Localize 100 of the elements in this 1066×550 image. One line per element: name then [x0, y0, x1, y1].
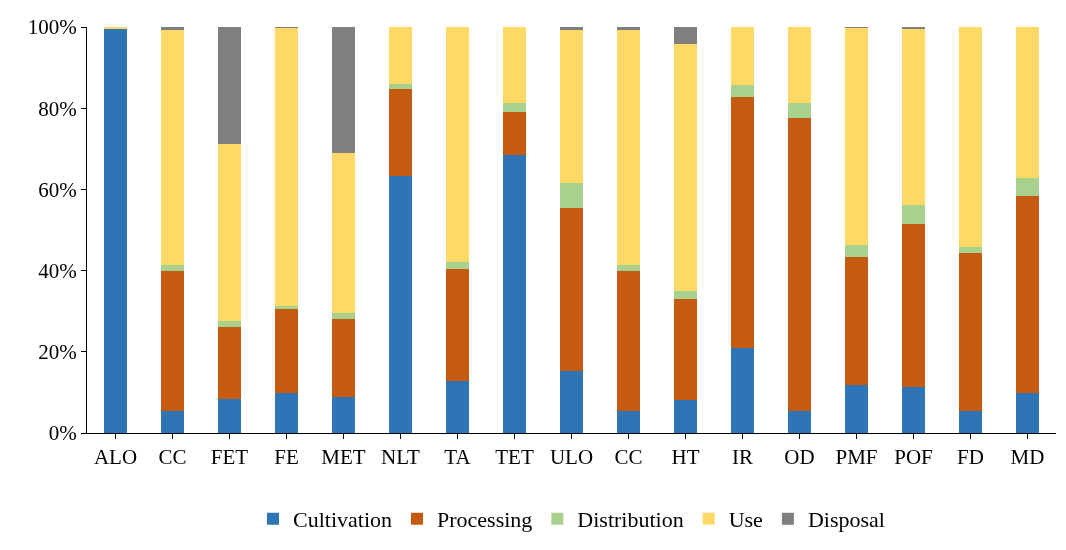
bar [161, 27, 184, 30]
x-tick-label: POF [894, 445, 933, 470]
legend-label: Cultivation [293, 507, 392, 533]
bar [1016, 196, 1039, 393]
bar [617, 29, 640, 265]
bar [617, 27, 640, 30]
bar [845, 256, 868, 386]
bar [332, 318, 355, 397]
y-tick-label: 100% [27, 15, 77, 40]
bar [332, 27, 355, 154]
bar [731, 347, 754, 433]
y-tick-label: 60% [38, 177, 77, 202]
bar [218, 321, 241, 328]
legend-label: Distribution [577, 507, 684, 533]
bar [218, 398, 241, 433]
bar [674, 299, 697, 400]
bar [503, 102, 526, 113]
bar [788, 103, 811, 118]
bar [161, 264, 184, 271]
bar [275, 27, 298, 306]
y-tick-label: 0% [48, 421, 77, 446]
bar [446, 261, 469, 269]
bar [788, 117, 811, 412]
bar [389, 83, 412, 89]
bar [560, 182, 583, 209]
bar [902, 387, 925, 433]
bar [104, 27, 127, 30]
bar [503, 155, 526, 433]
bar [845, 27, 868, 246]
bar [161, 29, 184, 265]
bar [1016, 27, 1039, 178]
bar [161, 411, 184, 433]
bar [617, 264, 640, 271]
bar [1016, 392, 1039, 433]
bar [446, 268, 469, 382]
legend-label: Processing [437, 507, 533, 533]
legend-label: Disposal [807, 507, 885, 533]
bar [389, 27, 412, 84]
x-tick-label: MET [321, 445, 366, 470]
y-tick-label: 20% [38, 340, 77, 365]
bar [617, 270, 640, 412]
bar [902, 29, 925, 206]
bar [731, 27, 754, 85]
bar [959, 27, 982, 248]
bar [560, 371, 583, 433]
bar [788, 27, 811, 104]
bar [389, 88, 412, 176]
bar [674, 399, 697, 433]
x-tick-label: OD [784, 445, 815, 470]
bar [560, 27, 583, 30]
x-tick-label: FE [274, 445, 299, 470]
x-tick-label: CC [158, 445, 187, 470]
bar [332, 153, 355, 313]
x-tick-label: ALO [93, 445, 138, 470]
x-tick-label: IR [732, 445, 753, 470]
bar [389, 175, 412, 433]
bar [503, 112, 526, 156]
bar [674, 43, 697, 292]
x-tick-label: NLT [381, 445, 421, 470]
x-tick-label: ULO [549, 445, 594, 470]
bar [104, 29, 127, 433]
x-tick-label: CC [614, 445, 643, 470]
bar [959, 253, 982, 412]
bar [959, 247, 982, 254]
legend-label: Use [728, 507, 763, 533]
bar [218, 144, 241, 322]
bar [503, 27, 526, 103]
bar [560, 29, 583, 183]
bar [902, 223, 925, 388]
bar [560, 208, 583, 372]
bar [674, 27, 697, 44]
y-tick-label: 40% [38, 258, 77, 283]
bar [332, 312, 355, 319]
bar [332, 396, 355, 433]
bar [446, 27, 469, 262]
x-tick-label: FET [210, 445, 249, 470]
bar [902, 27, 925, 30]
bar [275, 305, 298, 309]
bar [1016, 177, 1039, 197]
bar [845, 245, 868, 257]
bar [218, 327, 241, 399]
x-tick-label: HT [671, 445, 700, 470]
x-tick-label: TET [495, 445, 534, 470]
x-tick-label: MD [1010, 445, 1045, 470]
y-tick-label: 80% [38, 96, 77, 121]
bar [845, 385, 868, 433]
bar [218, 27, 241, 145]
x-tick-label: TA [444, 445, 472, 470]
bar [959, 411, 982, 433]
bar [902, 205, 925, 224]
bar [275, 392, 298, 433]
bar [731, 84, 754, 98]
bar [275, 308, 298, 393]
bar [617, 411, 640, 433]
bar [446, 381, 469, 433]
bar [788, 411, 811, 433]
bar [731, 97, 754, 348]
bar [161, 270, 184, 412]
x-tick-label: FD [957, 445, 984, 470]
bar [674, 291, 697, 300]
